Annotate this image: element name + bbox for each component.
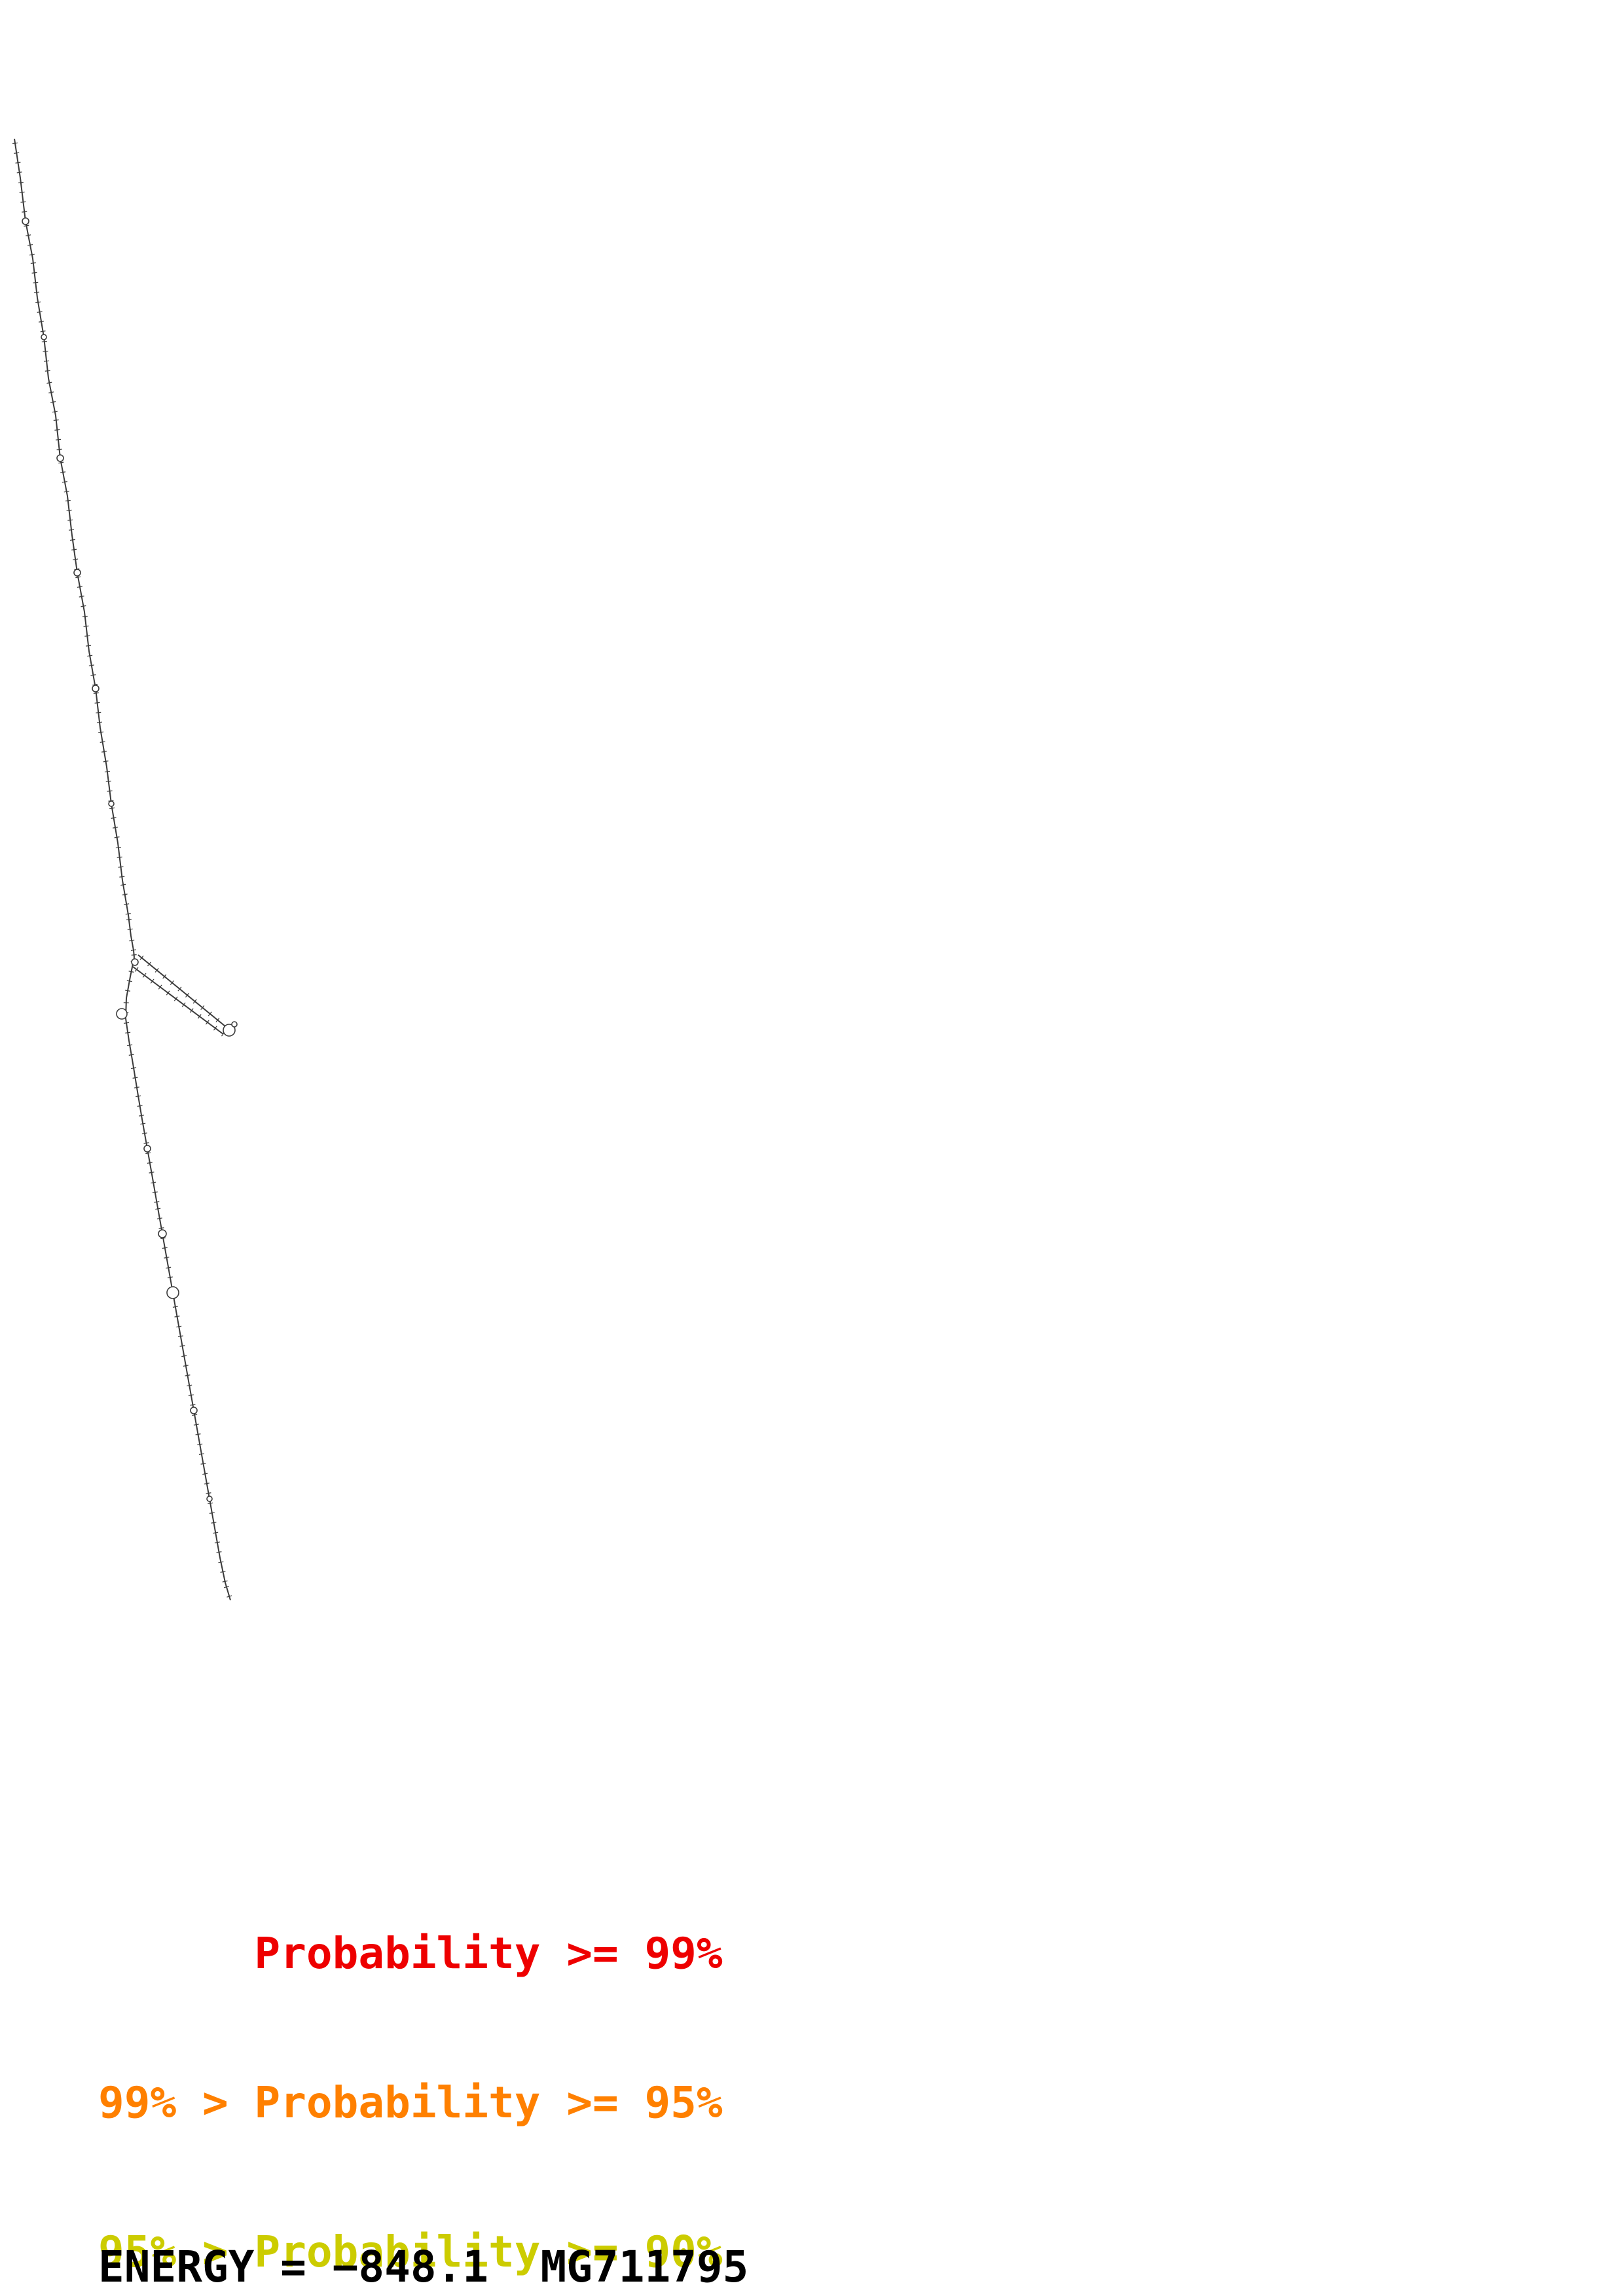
legend-line-95-99: 99% > Probability >= 95% [98, 2077, 723, 2128]
probability-color-legend: Probability >= 99% 99% > Probability >= … [98, 1829, 723, 2296]
energy-label: ENERGY = −848.1 MG711795 [98, 2242, 749, 2292]
legend-line-90-95: 95% > Probability >= 90% [98, 2227, 723, 2277]
legend-line-99: Probability >= 99% [98, 1928, 723, 1979]
